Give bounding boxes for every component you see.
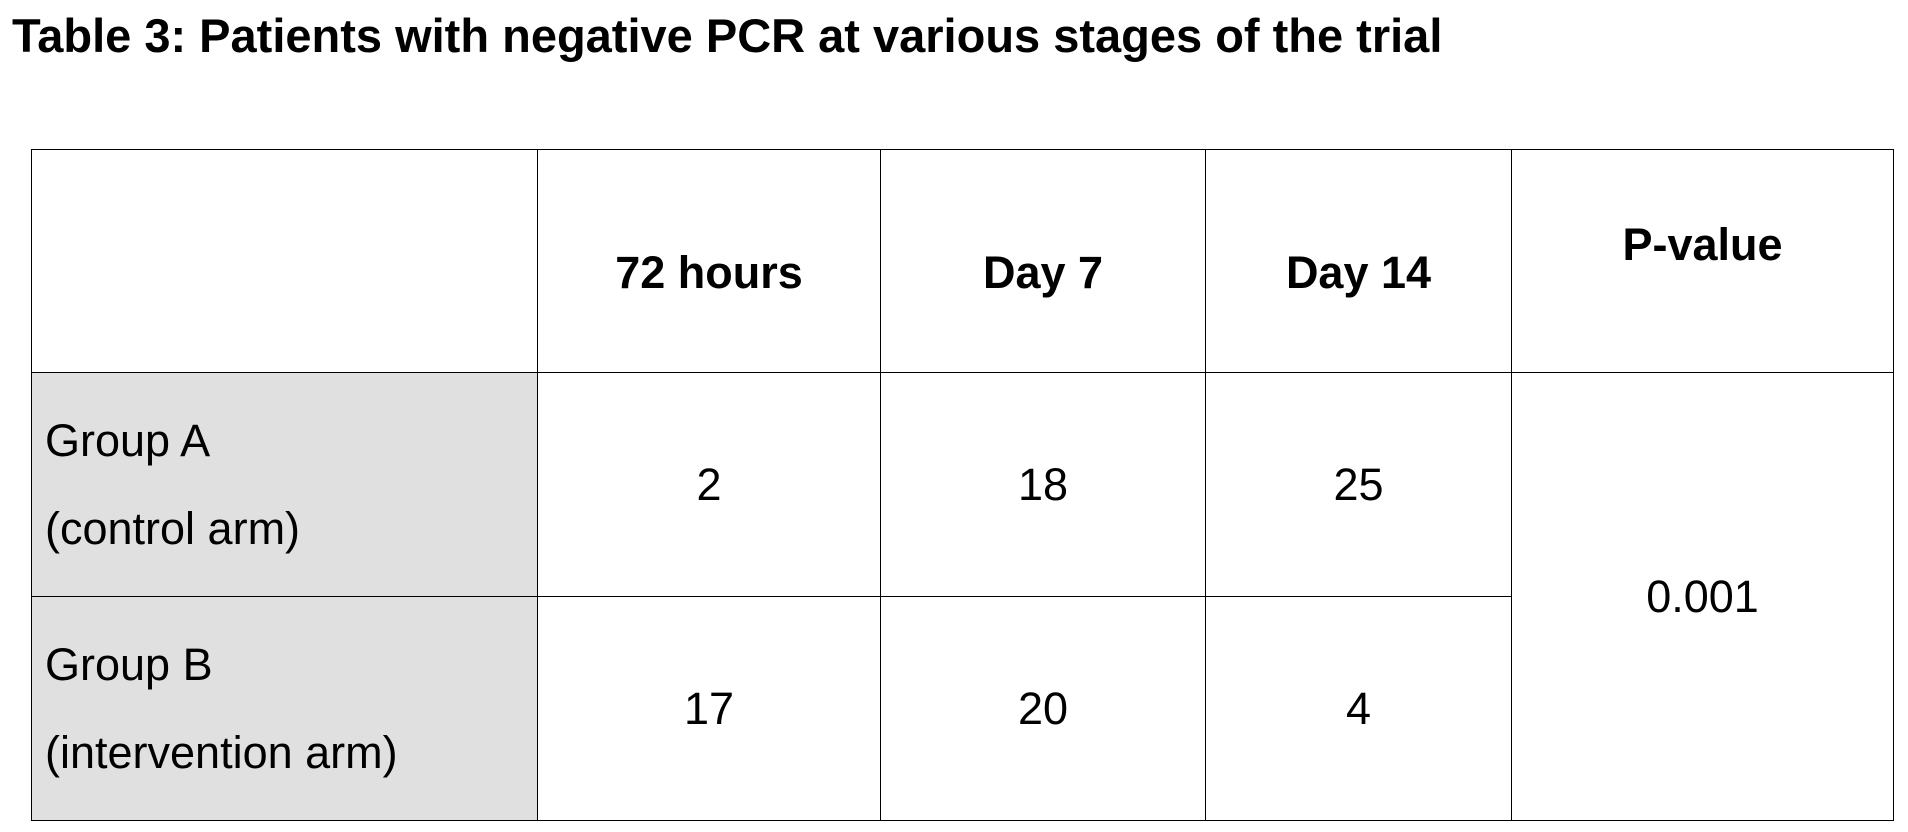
column-header-p-value: P-value bbox=[1511, 149, 1894, 373]
row-label-group-a: Group A (control arm) bbox=[31, 372, 538, 597]
cell-group-b-day-14: 4 bbox=[1205, 596, 1512, 821]
cell-group-b-day-7: 20 bbox=[880, 596, 1206, 821]
cell-group-a-day-14: 25 bbox=[1205, 372, 1512, 597]
row-label-arm: (control arm) bbox=[45, 502, 301, 554]
column-header-day-7: Day 7 bbox=[880, 149, 1206, 373]
table-row-group-a: Group A (control arm) 2 18 25 0.001 bbox=[31, 372, 1894, 821]
column-header-day-14: Day 14 bbox=[1205, 149, 1512, 373]
row-label-group-b: Group B (intervention arm) bbox=[31, 596, 538, 821]
row-label-name: Group A bbox=[45, 414, 211, 466]
row-label-arm: (intervention arm) bbox=[45, 726, 398, 778]
cell-group-a-72-hours: 2 bbox=[537, 372, 881, 597]
column-header-label: Day 7 bbox=[982, 247, 1104, 298]
results-table: 72 hours Day 7 Day 14 P-value Group A (c… bbox=[31, 149, 1894, 821]
cell-group-a-day-7: 18 bbox=[880, 372, 1206, 597]
table-header-row: 72 hours Day 7 Day 14 P-value bbox=[31, 149, 1894, 373]
column-header-label: Day 14 bbox=[1285, 247, 1432, 298]
column-header-label: 72 hours bbox=[615, 247, 803, 298]
row-label-name: Group B bbox=[45, 638, 213, 690]
corner-cell bbox=[31, 149, 538, 373]
column-header-72-hours: 72 hours bbox=[537, 149, 881, 373]
table-title: Table 3: Patients with negative PCR at v… bbox=[12, 9, 1443, 62]
cell-p-value: 0.001 bbox=[1511, 372, 1894, 821]
cell-group-b-72-hours: 17 bbox=[537, 596, 881, 821]
table-row-group-b: Group B (intervention arm) 17 20 4 bbox=[31, 596, 1894, 821]
column-header-label: P-value bbox=[1622, 219, 1783, 270]
